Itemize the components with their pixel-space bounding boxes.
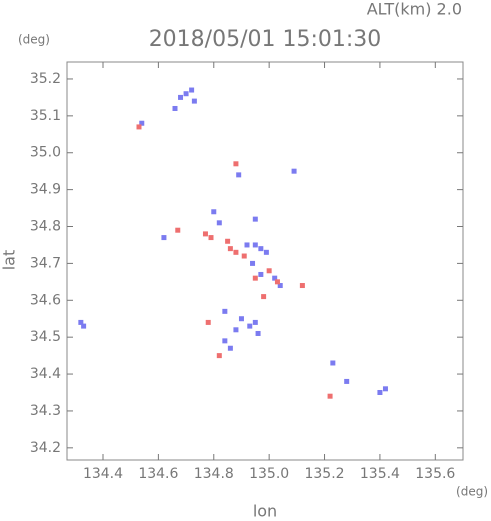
x-tick-label: 134.8 [194, 466, 234, 482]
echo-cell [236, 172, 242, 178]
y-tick-label: 34.5 [30, 329, 61, 345]
echo-cell [205, 319, 211, 325]
echo-cell [238, 316, 244, 322]
x-tick-label: 135.0 [249, 466, 289, 482]
echo-cell [222, 308, 228, 314]
echo-cell [227, 345, 233, 351]
y-tick-label: 35.1 [30, 108, 61, 124]
altitude-label: ALT(km) 2.0 [367, 0, 462, 19]
echo-cell [233, 161, 239, 167]
echo-cell [81, 323, 87, 329]
echo-cell [266, 268, 272, 274]
y-unit: (deg) [18, 33, 50, 47]
echo-cell [178, 94, 184, 100]
echo-cell [244, 242, 250, 248]
echo-cell [272, 275, 278, 281]
x-tick-label: 135.6 [415, 466, 455, 482]
echo-cell [216, 353, 222, 359]
y-tick-label: 34.3 [30, 403, 61, 419]
echo-cell [382, 386, 388, 392]
chart-title: 2018/05/01 15:01:30 [149, 27, 382, 52]
echo-cell [252, 319, 258, 325]
y-tick-label: 34.2 [30, 440, 61, 456]
echo-cell [263, 249, 269, 255]
y-tick-label: 35.2 [30, 71, 61, 87]
echo-cell [258, 271, 264, 277]
y-tick-label: 35.0 [30, 145, 61, 161]
x-unit: (deg) [456, 485, 488, 499]
y-tick-label: 34.8 [30, 219, 61, 235]
echo-cell [241, 253, 247, 259]
y-axis-label: lat [0, 250, 19, 271]
echo-cell [191, 98, 197, 104]
y-tick-label: 34.6 [30, 292, 61, 308]
echo-cell [216, 220, 222, 226]
echo-cell [327, 393, 333, 399]
echo-cell [175, 227, 181, 233]
echo-cell [250, 260, 256, 266]
echo-cell [344, 378, 350, 384]
echo-cell [258, 246, 264, 252]
echo-cell [139, 120, 145, 126]
echo-cell [277, 283, 283, 289]
x-tick-label: 134.4 [83, 466, 123, 482]
echo-cell [211, 209, 217, 215]
x-tick-label: 135.2 [304, 466, 344, 482]
x-tick-label: 134.6 [138, 466, 178, 482]
echo-cell [252, 242, 258, 248]
echo-cell [225, 238, 231, 244]
echo-cell [274, 279, 280, 285]
echo-cell [233, 249, 239, 255]
echo-cell [208, 235, 214, 241]
y-tick-label: 34.4 [30, 366, 61, 382]
echo-cell [202, 231, 208, 237]
echo-cell [252, 275, 258, 281]
y-tick-label: 34.9 [30, 182, 61, 198]
echo-cell [291, 168, 297, 174]
echo-cell [227, 246, 233, 252]
echo-cell [189, 87, 195, 93]
echo-cell [183, 91, 189, 97]
echo-cell [261, 294, 267, 300]
echo-cell [330, 360, 336, 366]
echo-cell [252, 216, 258, 222]
echo-cell [222, 338, 228, 344]
echo-cell [233, 327, 239, 333]
echo-cell [255, 330, 261, 336]
echo-cell [299, 283, 305, 289]
x-tick-label: 135.4 [360, 466, 400, 482]
plot-frame [66, 61, 464, 461]
echo-cell [377, 389, 383, 395]
echo-cell [78, 319, 84, 325]
y-tick-label: 34.7 [30, 255, 61, 271]
echo-cell [247, 323, 253, 329]
x-axis-label: lon [253, 502, 277, 521]
echo-cell [136, 124, 142, 130]
echo-cell [161, 235, 167, 241]
echo-cell [172, 105, 178, 111]
